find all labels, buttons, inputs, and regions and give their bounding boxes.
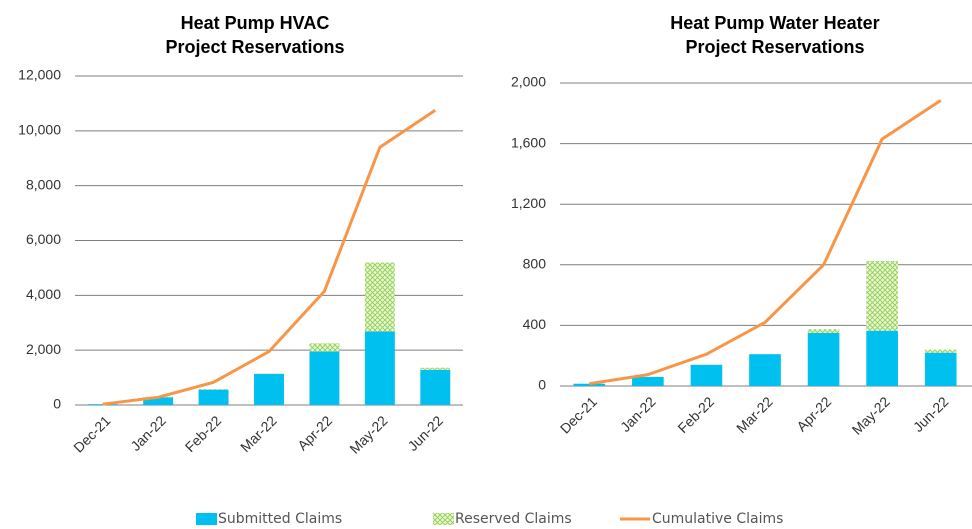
- legend-swatch: [196, 513, 217, 525]
- y-tick-label: 1,200: [511, 195, 546, 211]
- y-tick-label: 800: [523, 256, 547, 272]
- bar-segment: [749, 354, 781, 386]
- x-tick-label: Apr-22: [793, 393, 834, 434]
- y-tick-label: 0: [53, 396, 61, 412]
- x-tick-label: Dec-21: [557, 393, 600, 436]
- x-tick-label: Apr-22: [294, 412, 335, 453]
- x-tick-label: Feb-22: [182, 412, 225, 455]
- bar-segment: [87, 404, 118, 405]
- legend-label: Reserved Claims: [455, 511, 572, 527]
- bar-segment: [573, 383, 606, 386]
- bar-segment: [866, 330, 898, 386]
- x-tick-label: May-22: [849, 393, 893, 437]
- y-tick-label: 12,000: [18, 67, 61, 83]
- bar-segment: [198, 389, 229, 390]
- y-tick-label: 2,000: [26, 341, 61, 357]
- bar-segment: [198, 389, 229, 405]
- x-tick-label: Jun-22: [404, 412, 446, 454]
- bar-segment: [309, 351, 340, 405]
- x-tick-label: May-22: [346, 412, 390, 456]
- line: [102, 109, 437, 406]
- bar-segment: [309, 343, 340, 352]
- legend-label: Submitted Claims: [218, 511, 342, 527]
- chart-title: Heat Pump HVAC: [181, 13, 330, 33]
- x-tick-label: Jan-22: [127, 412, 169, 454]
- bar-segment: [924, 349, 957, 353]
- x-tick-label: Mar-22: [733, 393, 776, 436]
- chart-title: Project Reservations: [685, 37, 864, 57]
- x-tick-label: Feb-22: [674, 393, 717, 436]
- bar-segment: [807, 329, 840, 333]
- y-tick-label: 4,000: [26, 286, 61, 302]
- legend-label: Cumulative Claims: [652, 511, 783, 527]
- y-tick-label: 6,000: [26, 231, 61, 247]
- chart-title: Project Reservations: [165, 37, 344, 57]
- bar-segment: [420, 367, 451, 370]
- y-tick-label: 2,000: [511, 74, 546, 90]
- bar-segment: [866, 261, 898, 331]
- bar-segment: [143, 397, 174, 405]
- y-tick-label: 400: [523, 316, 547, 332]
- bar-segment: [420, 369, 451, 405]
- y-tick-label: 1,600: [511, 134, 546, 150]
- x-tick-label: Jun-22: [910, 393, 952, 435]
- y-tick-label: 8,000: [26, 176, 61, 192]
- bar-segment: [254, 374, 284, 405]
- bar-segment: [364, 331, 395, 405]
- legend-swatch: [433, 513, 454, 525]
- y-tick-label: 10,000: [18, 122, 61, 138]
- bar-segment: [807, 332, 840, 386]
- bar-segment: [364, 262, 395, 332]
- x-tick-label: Mar-22: [237, 412, 280, 455]
- line: [589, 99, 942, 386]
- bar-segment: [690, 364, 723, 386]
- y-tick-label: 0: [538, 377, 546, 393]
- x-tick-label: Dec-21: [70, 412, 113, 455]
- chart-title: Heat Pump Water Heater: [670, 13, 879, 33]
- bar-segment: [254, 373, 284, 375]
- x-tick-label: Jan-22: [617, 393, 659, 435]
- bar-segment: [924, 352, 957, 386]
- bar-segment: [632, 376, 664, 386]
